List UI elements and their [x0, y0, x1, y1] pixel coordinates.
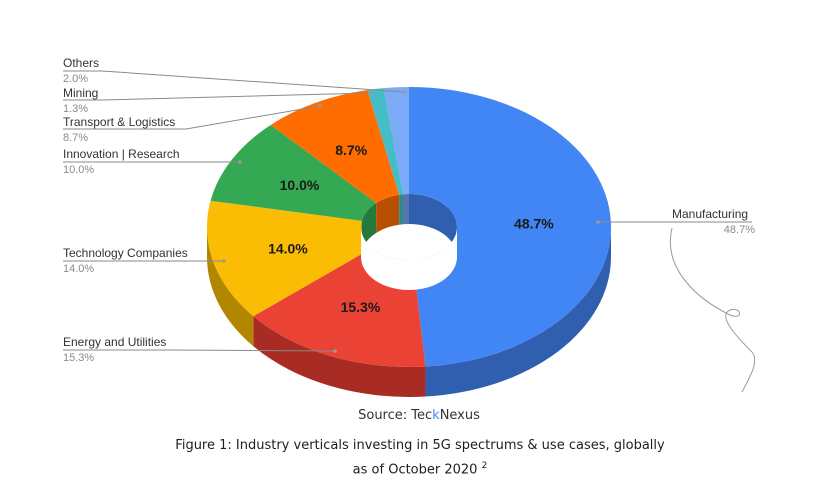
- caption-footnote-mark: 2: [481, 461, 488, 471]
- data-label-2: 15.3%: [341, 299, 381, 315]
- slice-inner-wall-6-1: [399, 194, 403, 225]
- leader-dot-6: [368, 91, 372, 95]
- decorative-swirl: [669, 227, 756, 393]
- caption-line-1: Figure 1: Industry verticals investing i…: [175, 438, 665, 453]
- source-prefix: Source: Tec: [358, 408, 433, 423]
- label-percent-2: 15.3%: [63, 352, 94, 364]
- data-label-3: 14.0%: [268, 241, 308, 257]
- leader-line-7: [63, 70, 406, 93]
- slice-side-2: [253, 316, 426, 397]
- leader-dot-7: [403, 90, 407, 94]
- source-accent-letter: k: [432, 408, 440, 423]
- label-percent-3: 14.0%: [63, 263, 94, 275]
- donut-hole-front: [361, 227, 457, 290]
- caption-date: as of October 2020: [352, 462, 478, 478]
- label-percent-6: 1.3%: [63, 103, 88, 115]
- leader-dot-3: [222, 259, 226, 263]
- label-name-1: Manufacturing: [672, 207, 748, 221]
- donut-chart: 48.7% 15.3% 14.0% 10.0% 8.7% Manufacturing 48.…: [63, 56, 756, 397]
- data-label-5: 8.7%: [335, 142, 367, 158]
- label-name-3: Technology Companies: [63, 246, 188, 260]
- figure-caption: Figure 1: Industry verticals investing i…: [150, 436, 690, 480]
- caption-line-2: as of October 2020 2: [150, 456, 690, 480]
- label-name-7: Others: [63, 56, 99, 70]
- leader-dot-2: [333, 349, 337, 353]
- leader-dot-4: [238, 160, 242, 164]
- label-percent-7: 2.0%: [63, 73, 88, 85]
- source-credit: Source: TeckNexus: [0, 408, 838, 423]
- slice-6: [367, 88, 403, 195]
- label-percent-5: 8.7%: [63, 132, 88, 144]
- slice-7: [383, 87, 409, 195]
- label-name-4: Innovation | Research: [63, 147, 180, 161]
- source-suffix: Nexus: [439, 408, 480, 423]
- leader-dot-1: [596, 220, 600, 224]
- label-name-6: Mining: [63, 86, 98, 100]
- slice-inner-wall-7-1: [402, 194, 409, 225]
- leader-line-6: [63, 92, 371, 101]
- slice-inner-wall-4-1: [361, 202, 377, 251]
- label-percent-4: 10.0%: [63, 164, 94, 176]
- leader-line-2: [63, 349, 336, 352]
- data-label-1: 48.7%: [514, 215, 554, 231]
- leader-dot-5: [318, 104, 322, 108]
- slice-4: [210, 124, 377, 221]
- slice-inner-wall-5-1: [376, 194, 400, 233]
- slice-side-1: [425, 227, 611, 397]
- label-name-5: Transport & Logistics: [63, 115, 175, 129]
- slice-inner-wall-1-2: [409, 194, 457, 257]
- label-name-2: Energy and Utilities: [63, 335, 166, 349]
- slice-5: [270, 89, 400, 203]
- leader-line-5: [63, 105, 321, 130]
- slice-3: [207, 200, 373, 317]
- slice-1: [409, 86, 612, 367]
- label-percent-1: 48.7%: [724, 224, 755, 236]
- slice-side-3: [207, 227, 254, 347]
- data-label-4: 10.0%: [280, 177, 320, 193]
